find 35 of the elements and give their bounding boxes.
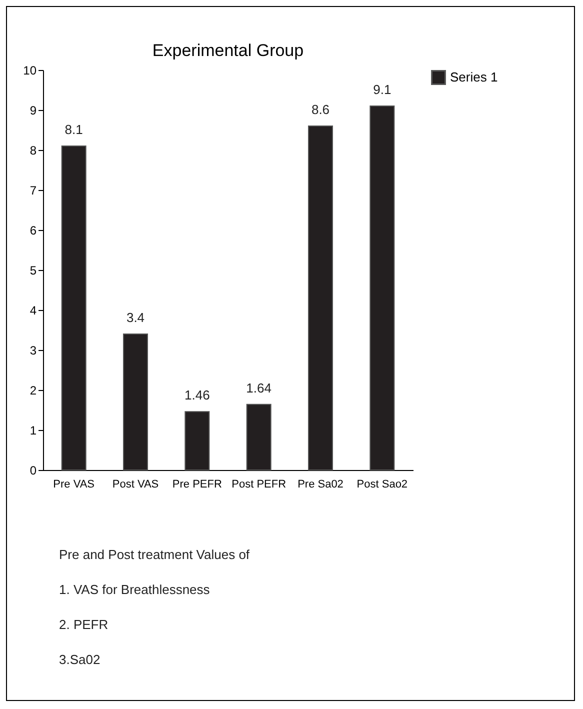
y-tick-label: 9 bbox=[30, 104, 37, 118]
text: 1. VAS for Breathlessness bbox=[59, 582, 211, 597]
y-tick-label: 5 bbox=[30, 264, 37, 278]
text: Pre and Post treatment Values of bbox=[59, 547, 250, 562]
text: 3.Sa02 bbox=[59, 652, 102, 667]
x-tick-label: Post Sao2 bbox=[356, 478, 408, 490]
data-label: 8.1 bbox=[64, 122, 83, 137]
x-tick-label: Pre Sa02 bbox=[298, 478, 344, 490]
chart-title: Experimental Group bbox=[152, 41, 304, 60]
bar bbox=[61, 146, 86, 470]
y-tick-label: 4 bbox=[30, 304, 37, 318]
x-tick-label: Pre PEFR bbox=[172, 478, 222, 490]
text: 2. PEFR bbox=[59, 617, 110, 632]
y-tick-label: 6 bbox=[30, 224, 37, 238]
bar bbox=[246, 404, 272, 470]
y-tick-label: 7 bbox=[30, 184, 37, 198]
y-tick-label: 10 bbox=[23, 64, 37, 78]
y-tick-label: 3 bbox=[30, 344, 37, 358]
data-label: 1.64 bbox=[246, 380, 272, 396]
bar bbox=[370, 106, 395, 470]
bar bbox=[184, 411, 210, 470]
x-tick-label: Post PEFR bbox=[232, 478, 286, 490]
data-label: 9.1 bbox=[373, 82, 392, 97]
bar bbox=[123, 334, 148, 470]
x-tick-label: Post VAS bbox=[112, 478, 159, 490]
data-label: 8.6 bbox=[311, 102, 330, 117]
data-label: 1.46 bbox=[184, 388, 210, 403]
y-tick-label: 1 bbox=[30, 424, 37, 438]
bar bbox=[308, 126, 333, 470]
y-tick-label: 2 bbox=[30, 384, 37, 398]
legend-label: Series 1 bbox=[450, 70, 498, 84]
y-tick-label: 8 bbox=[30, 144, 37, 158]
y-tick-label: 0 bbox=[30, 464, 37, 478]
x-tick-label: Pre VAS bbox=[53, 478, 95, 490]
data-label: 3.4 bbox=[126, 310, 145, 325]
